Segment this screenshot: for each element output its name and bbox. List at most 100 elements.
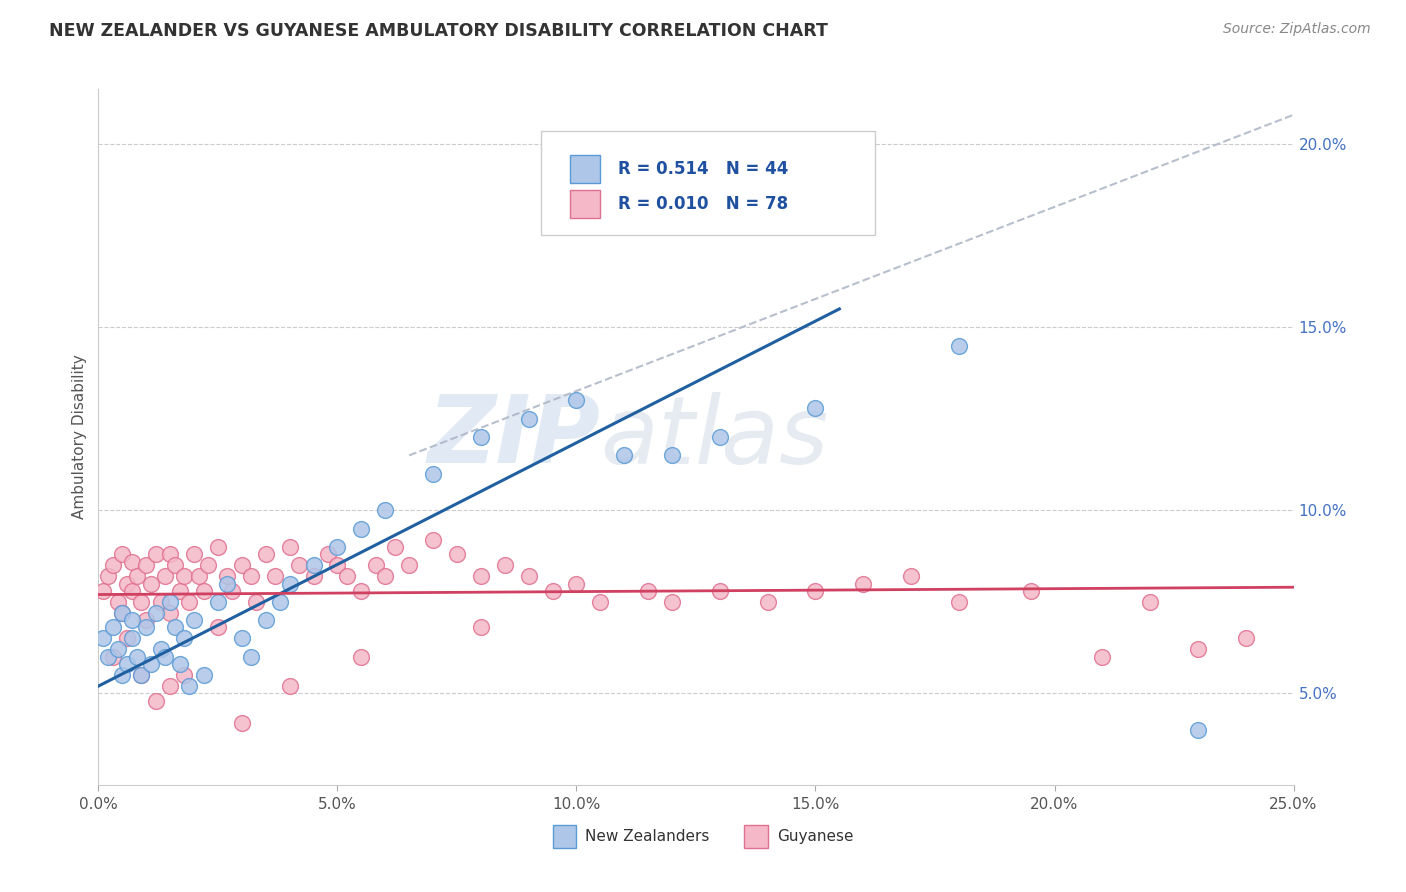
Point: [709, 430, 731, 444]
Point: [207, 540, 229, 554]
Point: [1139, 595, 1161, 609]
FancyBboxPatch shape: [553, 825, 576, 847]
Point: [470, 569, 492, 583]
Point: [163, 620, 186, 634]
Point: [302, 569, 325, 583]
Point: [131, 668, 153, 682]
Text: NEW ZEALANDER VS GUYANESE AMBULATORY DISABILITY CORRELATION CHART: NEW ZEALANDER VS GUYANESE AMBULATORY DIS…: [49, 22, 828, 40]
Point: [187, 569, 209, 583]
Point: [125, 569, 148, 583]
Point: [446, 547, 468, 561]
Point: [139, 576, 162, 591]
Point: [336, 569, 359, 583]
Point: [135, 613, 157, 627]
Point: [183, 613, 205, 627]
Text: Source: ZipAtlas.com: Source: ZipAtlas.com: [1223, 22, 1371, 37]
Point: [101, 649, 124, 664]
Text: R = 0.010   N = 78: R = 0.010 N = 78: [619, 195, 789, 213]
Point: [661, 449, 683, 463]
Point: [121, 613, 143, 627]
Point: [155, 569, 177, 583]
Point: [125, 649, 148, 664]
Point: [91, 583, 114, 598]
Point: [1019, 583, 1042, 598]
Point: [240, 569, 263, 583]
Point: [163, 558, 186, 573]
Point: [804, 401, 827, 415]
FancyBboxPatch shape: [571, 155, 600, 183]
Point: [709, 583, 731, 598]
Point: [217, 569, 239, 583]
Point: [541, 583, 564, 598]
Point: [121, 583, 143, 598]
Y-axis label: Ambulatory Disability: Ambulatory Disability: [72, 355, 87, 519]
Point: [900, 569, 922, 583]
FancyBboxPatch shape: [571, 190, 600, 218]
Point: [91, 632, 114, 646]
Point: [398, 558, 420, 573]
Point: [107, 642, 129, 657]
Point: [179, 595, 201, 609]
Point: [193, 668, 215, 682]
Point: [101, 558, 124, 573]
Point: [245, 595, 267, 609]
Point: [470, 620, 492, 634]
Point: [221, 583, 243, 598]
Point: [231, 715, 253, 730]
Point: [374, 503, 396, 517]
FancyBboxPatch shape: [744, 825, 768, 847]
Point: [207, 620, 229, 634]
Point: [135, 620, 157, 634]
Point: [107, 595, 129, 609]
Point: [517, 411, 540, 425]
Point: [179, 679, 201, 693]
Point: [115, 657, 138, 672]
Point: [254, 547, 277, 561]
Point: [115, 576, 138, 591]
Point: [804, 583, 827, 598]
Point: [422, 533, 444, 547]
Point: [159, 606, 181, 620]
Point: [131, 595, 153, 609]
Point: [264, 569, 287, 583]
Point: [269, 595, 291, 609]
Point: [169, 657, 191, 672]
Point: [155, 649, 177, 664]
Point: [326, 540, 349, 554]
Point: [948, 595, 970, 609]
Point: [1234, 632, 1257, 646]
Point: [384, 540, 406, 554]
Point: [589, 595, 612, 609]
Point: [565, 576, 588, 591]
Point: [302, 558, 325, 573]
Point: [169, 583, 191, 598]
Point: [637, 583, 659, 598]
Point: [97, 649, 120, 664]
Point: [111, 606, 134, 620]
Point: [1091, 649, 1114, 664]
Text: New Zealanders: New Zealanders: [585, 829, 709, 844]
Point: [517, 569, 540, 583]
Point: [207, 595, 229, 609]
Point: [240, 649, 263, 664]
FancyBboxPatch shape: [541, 131, 876, 235]
Point: [97, 569, 120, 583]
Point: [288, 558, 311, 573]
Point: [494, 558, 516, 573]
Point: [145, 547, 167, 561]
Point: [111, 547, 134, 561]
Point: [231, 558, 253, 573]
Point: [145, 694, 167, 708]
Text: atlas: atlas: [600, 392, 828, 483]
Point: [661, 595, 683, 609]
Point: [278, 679, 301, 693]
Point: [111, 668, 134, 682]
Point: [139, 657, 162, 672]
Point: [173, 569, 195, 583]
Point: [326, 558, 349, 573]
Text: Guyanese: Guyanese: [778, 829, 853, 844]
Point: [278, 576, 301, 591]
Point: [756, 595, 779, 609]
Point: [565, 393, 588, 408]
Point: [350, 522, 373, 536]
